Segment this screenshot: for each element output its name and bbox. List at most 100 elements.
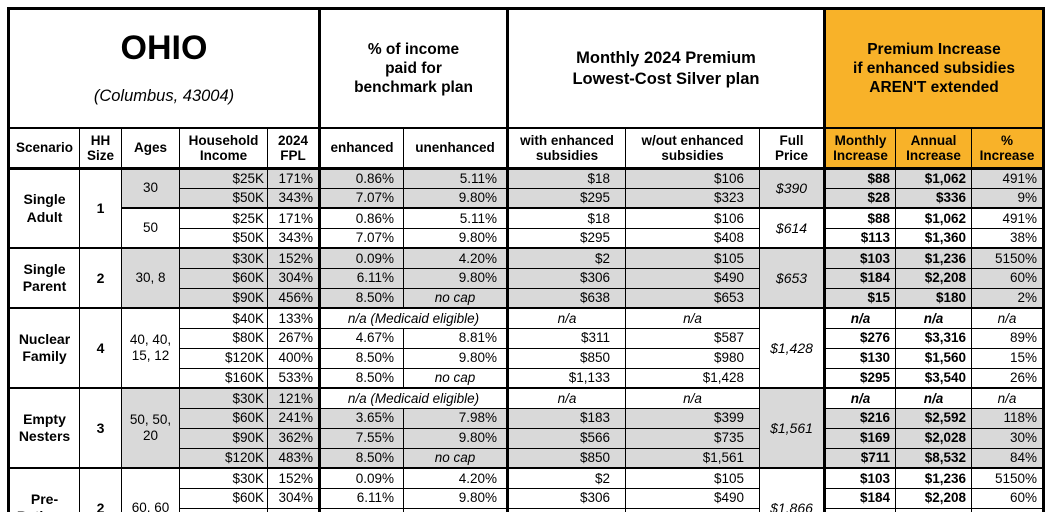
cell-monthly-increase: $711 <box>823 447 896 469</box>
table-row: Pre- Retirees260, 60$30K152%0.09%4.20%$2… <box>8 467 1044 512</box>
cell-income: $60K <box>179 487 268 509</box>
cell-hh-size: 2 <box>79 467 122 512</box>
cell-unenhanced: 9.80% <box>403 427 508 449</box>
cell-unenhanced: no cap <box>403 287 508 309</box>
cell-fpl: 362% <box>267 427 320 449</box>
col-header-fpl: 2024 FPL <box>267 127 320 170</box>
cell-annual-increase: $1,560 <box>895 347 972 369</box>
cell-fpl: 456% <box>267 507 320 512</box>
cell-annual-increase: $2,592 <box>895 407 972 429</box>
cell-enhanced: 8.50% <box>318 347 404 369</box>
cell-with-subsidies: $295 <box>506 227 626 249</box>
cell-income: $90K <box>179 427 268 449</box>
cell-wout-subsidies: $980 <box>625 347 760 369</box>
cell-wout-subsidies: $1,428 <box>625 367 760 389</box>
cell-full-price: $614 <box>759 207 825 249</box>
cell-pct-increase: n/a <box>971 307 1044 329</box>
cell-annual-increase: $14,736 <box>895 507 972 512</box>
cell-wout-subsidies: $323 <box>625 187 760 209</box>
cell-with-subsidies: $850 <box>506 347 626 369</box>
cell-full-price: $1,561 <box>759 387 825 469</box>
cell-annual-increase: $1,236 <box>895 467 972 489</box>
cell-pct-increase: 26% <box>971 367 1044 389</box>
cell-fpl: 343% <box>267 187 320 209</box>
cell-wout-subsidies: $105 <box>625 467 760 489</box>
table-row: Single Parent 2 30, 8 $30K 152% 0.09% 4.20% $2 $… <box>8 247 1044 309</box>
table-row: $50K 343% 7.07% 9.80% $295 $408 $113 $1,360 38% <box>9 227 1044 249</box>
cell-with-subsidies: $1,133 <box>506 367 626 389</box>
cell-pct-increase: 84% <box>971 447 1044 469</box>
cell-enhanced: 0.86% <box>318 207 404 229</box>
table-row: Empty Nesters 3 50, 50, 20 $30K 121% n/a (Med… <box>8 387 1044 469</box>
table-row: $60K 304% 6.11% 9.80% $306 $490 $184 $2,208 60% <box>9 487 1044 509</box>
cell-monthly-increase: $169 <box>823 427 896 449</box>
cell-monthly-increase: $113 <box>823 227 896 249</box>
col-header-pct-increase: % Increase <box>971 127 1044 170</box>
cell-income: $30K <box>179 387 268 409</box>
table-row: $60K 241% 3.65% 7.98% $183 $399 $216 $2,592 118% <box>9 407 1044 429</box>
col-header-with-subsidies: with enhanced subsidies <box>506 127 626 170</box>
cell-annual-increase: $1,062 <box>895 207 972 229</box>
table-row: Nuclear Family 4 40, 40, 15, 12 $40K 133% n/a… <box>8 307 1044 389</box>
cell-income: $80K <box>179 327 268 349</box>
cell-income: $30K <box>179 247 268 269</box>
cell-income: $30K <box>179 467 268 489</box>
cell-with-subsidies: $638 <box>506 507 626 512</box>
cell-annual-increase: $2,028 <box>895 427 972 449</box>
cell-ages: 30 <box>121 167 180 209</box>
cell-unenhanced: 9.80% <box>403 347 508 369</box>
cell-enhanced: 6.11% <box>318 267 404 289</box>
cell-income: $120K <box>179 347 268 369</box>
cell-hh-size: 3 <box>79 387 122 469</box>
table-row: $120K 483% 8.50% no cap $850 $1,561 $711 $8,532… <box>9 447 1044 469</box>
table-row: $160K 533% 8.50% no cap $1,133 $1,428 $295 $3,5… <box>9 367 1044 389</box>
cell-hh-size: 1 <box>79 167 122 249</box>
cell-monthly-increase: $28 <box>823 187 896 209</box>
cell-income: $50K <box>179 227 268 249</box>
cell-wout-subsidies: $490 <box>625 267 760 289</box>
cell-monthly-increase: n/a <box>823 387 896 409</box>
cell-pct-increase: 118% <box>971 407 1044 429</box>
cell-medicaid-note: n/a (Medicaid eligible) <box>318 387 508 409</box>
cell-enhanced: 0.09% <box>318 247 404 269</box>
cell-monthly-increase: $295 <box>823 367 896 389</box>
cell-unenhanced: 9.80% <box>403 267 508 289</box>
cell-fpl: 171% <box>267 207 320 229</box>
cell-wout-subsidies: n/a <box>625 307 760 329</box>
cell-annual-increase: $8,532 <box>895 447 972 469</box>
cell-enhanced: 8.50% <box>318 507 404 512</box>
cell-enhanced: 0.09% <box>318 467 404 489</box>
cell-unenhanced: 9.80% <box>403 487 508 509</box>
state-subtitle: (Columbus, 43004) <box>93 86 235 105</box>
cell-pct-increase: 60% <box>971 487 1044 509</box>
cell-wout-subsidies: $408 <box>625 227 760 249</box>
cell-full-price: $390 <box>759 167 825 209</box>
cell-with-subsidies: $18 <box>506 207 626 229</box>
cell-enhanced: 8.50% <box>318 287 404 309</box>
cell-pct-increase: 5150% <box>971 247 1044 269</box>
cell-annual-increase: $3,540 <box>895 367 972 389</box>
cell-with-subsidies: $638 <box>506 287 626 309</box>
cell-wout-subsidies: $1,561 <box>625 447 760 469</box>
cell-wout-subsidies: $653 <box>625 287 760 309</box>
cell-annual-increase: n/a <box>895 387 972 409</box>
col-header-ages: Ages <box>121 127 180 170</box>
table-header: OHIO (Columbus, 43004) % of income paid … <box>8 8 1044 170</box>
cell-pct-increase: 15% <box>971 347 1044 369</box>
cell-enhanced: 8.50% <box>318 447 404 469</box>
col-header-scenario: Scenario <box>8 127 80 170</box>
cell-annual-increase: $1,360 <box>895 227 972 249</box>
cell-with-subsidies: n/a <box>506 307 626 329</box>
cell-monthly-increase: $1,228 <box>823 507 896 512</box>
cell-unenhanced: no cap <box>403 447 508 469</box>
cell-unenhanced: 5.11% <box>403 167 508 189</box>
header-group-income-pct: % of income paid for benchmark plan <box>318 8 508 130</box>
cell-full-price: $1,866 <box>759 467 825 512</box>
header-columns-row: Scenario HH Size Ages Household Income 2… <box>8 127 1044 170</box>
cell-unenhanced: 4.20% <box>403 467 508 489</box>
table-title-cell: OHIO (Columbus, 43004) <box>8 8 320 130</box>
cell-monthly-increase: $103 <box>823 247 896 269</box>
cell-annual-increase: $2,208 <box>895 267 972 289</box>
cell-pct-increase: 89% <box>971 327 1044 349</box>
